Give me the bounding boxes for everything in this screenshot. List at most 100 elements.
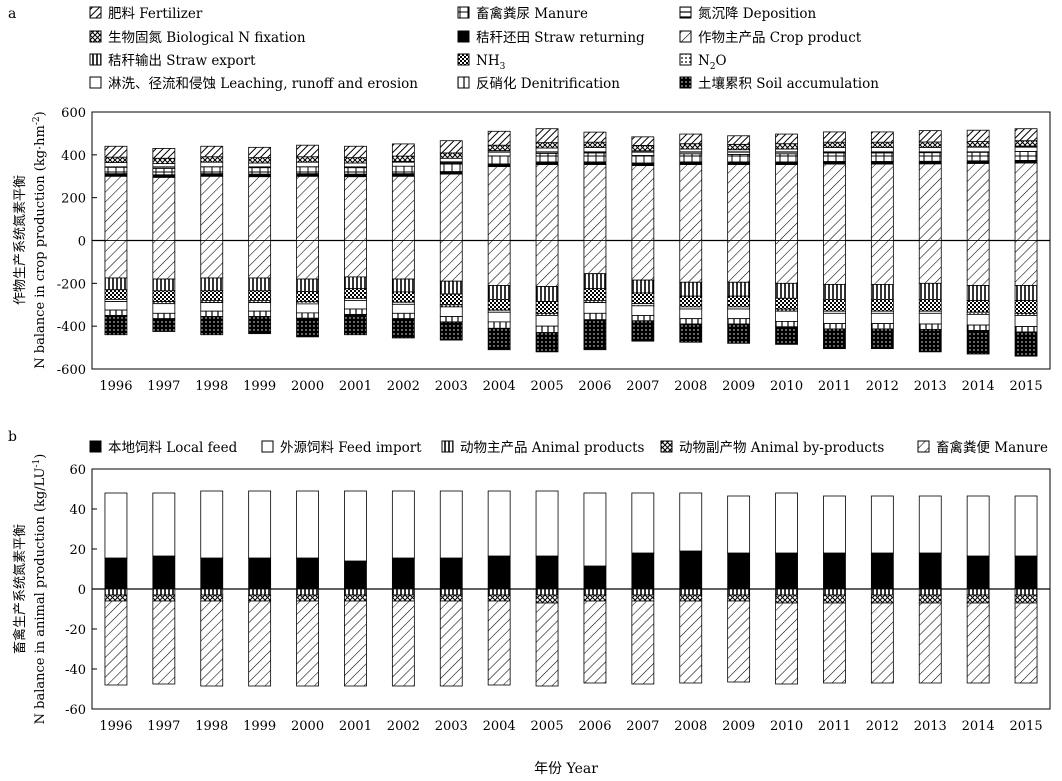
legend-label: 土壤累积 Soil accumulation (698, 75, 879, 92)
legend-label: 生物固氮 Biological N fixation (108, 30, 306, 46)
legend-label: 反硝化 Denitrification (476, 76, 620, 92)
bar-segment (535, 286, 559, 302)
bar-segment (918, 552, 942, 590)
bar-segment (152, 492, 176, 557)
bar-segment (631, 320, 655, 342)
bar-segment (248, 167, 272, 175)
bar-segment (487, 327, 511, 351)
bar-segment (583, 319, 607, 351)
bar-segment (391, 600, 415, 687)
bar-segment (248, 316, 272, 335)
legend-swatch (89, 440, 102, 453)
bar-segment (200, 145, 224, 158)
bar-segment (679, 492, 703, 552)
bar-group-2002 (391, 143, 415, 339)
legend-swatch (679, 53, 692, 66)
bar-segment (535, 147, 559, 154)
bar-segment (583, 288, 607, 301)
y-tick-label: -20 (65, 623, 86, 638)
legend-swatch (457, 30, 470, 43)
legend-item: NH3 (457, 53, 506, 72)
bar-segment (966, 141, 990, 148)
bar-segment (200, 316, 224, 336)
bar-segment (344, 276, 367, 290)
bar-segment (535, 490, 559, 557)
bar-segment (679, 164, 703, 241)
bar-segment (870, 163, 894, 241)
bar-segment (439, 162, 463, 172)
bar-segment (679, 594, 703, 602)
bar-segment (391, 318, 415, 339)
bar-segment (823, 594, 846, 604)
bar-segment (631, 136, 655, 146)
bar-segment (439, 240, 463, 282)
x-tick-label: 1999 (243, 719, 276, 734)
bar-segment (583, 492, 607, 567)
bar-segment (679, 588, 703, 596)
bar-segment (727, 323, 751, 344)
bar-segment (344, 157, 367, 164)
bar-segment (631, 600, 655, 685)
bar-segment (391, 165, 415, 175)
panel-b-legend: 本地饲料 Local feed 外源饲料 Feed import 动物主产品 Ani… (89, 439, 1048, 456)
x-tick-label: 2007 (626, 379, 659, 394)
bar-group-2001 (344, 490, 367, 687)
bar-segment (1014, 128, 1038, 142)
bar-segment (870, 495, 894, 554)
bar-segment (823, 328, 846, 350)
bar-segment (823, 131, 846, 143)
bar-segment (966, 300, 990, 313)
bar-segment (775, 321, 798, 328)
bar-segment (535, 555, 559, 590)
bar-segment (535, 240, 559, 287)
bar-segment (200, 310, 224, 317)
bar-segment (344, 560, 367, 590)
bar-group-2003 (439, 490, 463, 687)
bar-segment (727, 552, 751, 590)
legend-item: 秸秆输出 Straw export (89, 53, 256, 69)
bar-segment (344, 145, 367, 159)
bar-segment (200, 240, 224, 279)
y-tick-label: -600 (57, 363, 86, 378)
bar-segment (823, 152, 846, 162)
legend-label: 肥料 Fertilizer (108, 6, 203, 22)
y-tick-label: 600 (61, 106, 86, 121)
bar-segment (487, 155, 511, 165)
legend-label: 本地饲料 Local feed (108, 440, 238, 456)
legend-label: N2O (698, 53, 727, 72)
bar-segment (535, 301, 559, 314)
y-tick-label: -200 (57, 277, 86, 292)
bar-segment (870, 602, 894, 684)
bar-segment (248, 594, 272, 602)
x-tick-label: 2015 (1010, 719, 1043, 734)
bar-group-2005 (535, 490, 559, 687)
bar-segment (823, 147, 846, 154)
bar-segment (823, 284, 846, 300)
bar-segment (1014, 602, 1038, 684)
x-tick-label: 2011 (818, 379, 851, 394)
bar-segment (1014, 326, 1038, 333)
x-tick-label: 1997 (147, 379, 180, 394)
bar-group-2002 (391, 490, 415, 687)
bar-segment (104, 289, 128, 300)
legend-item: 生物固氮 Biological N fixation (89, 30, 306, 46)
legend-item: 淋洗、径流和侵蚀 Leaching, runoff and erosion (89, 75, 418, 92)
bar-segment (918, 298, 942, 312)
bar-segment (870, 323, 894, 330)
bar-segment (344, 176, 367, 241)
bar-segment (823, 323, 846, 330)
x-tick-label: 2002 (387, 379, 420, 394)
legend-swatch (457, 53, 470, 66)
bar-segment (487, 298, 511, 311)
x-tick-label: 2012 (866, 719, 899, 734)
bar-segment (535, 588, 559, 596)
panel-a-legend: 肥料 Fertilizer 畜禽粪尿 Manure 氮沉降 Deposition 生物… (89, 5, 879, 92)
bar-segment (487, 588, 511, 596)
bar-segment (200, 156, 224, 163)
bar-segment (248, 240, 272, 279)
bar-segment (296, 278, 319, 292)
bar-segment (104, 600, 128, 686)
legend-label: NH3 (476, 53, 506, 72)
bar-segment (200, 175, 224, 241)
